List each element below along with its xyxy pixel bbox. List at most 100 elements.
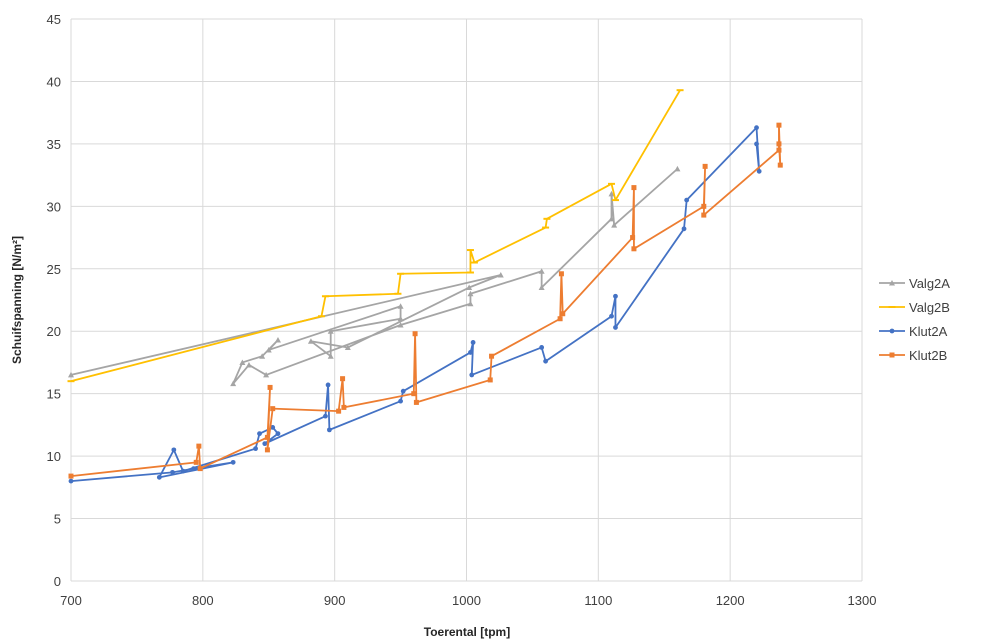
y-axis-title: Schuifspanning [N/m²]	[10, 236, 24, 364]
data-point-klut2b	[413, 399, 419, 405]
data-point-valg2a	[245, 361, 252, 368]
y-tick-label: 5	[54, 512, 61, 527]
data-point-klut2a	[684, 197, 690, 203]
legend-entry-klut2a: Klut2A	[879, 324, 948, 339]
data-point-klut2b	[68, 473, 74, 479]
legend-label: Klut2B	[909, 348, 947, 363]
data-point-valg2a	[608, 215, 615, 222]
series-line-valg2b	[70, 89, 681, 383]
data-point-klut2a	[681, 226, 687, 232]
data-point-klut2a	[323, 413, 328, 419]
legend-entry-valg2a: Valg2A	[879, 276, 950, 291]
series-klut2b	[68, 122, 783, 479]
data-point-valg2a	[467, 290, 474, 297]
x-axis-title: Toerental [tpm]	[424, 625, 510, 639]
data-point-klut2a	[275, 431, 281, 437]
x-tick-label: 900	[324, 593, 346, 608]
legend-label: Klut2A	[909, 324, 948, 339]
data-point-klut2b	[341, 404, 347, 410]
data-point-klut2a	[257, 431, 262, 437]
data-point-klut2b	[267, 384, 273, 390]
series-klut2a	[68, 125, 762, 484]
data-point-klut2b	[411, 391, 417, 397]
y-tick-label: 45	[47, 12, 61, 27]
data-point-valg2a	[538, 268, 545, 274]
data-point-valg2a	[608, 190, 615, 197]
data-point-klut2a	[262, 441, 268, 447]
data-point-valg2a	[611, 222, 618, 228]
data-point-valg2a	[497, 272, 504, 278]
data-point-klut2b	[776, 122, 782, 128]
data-point-valg2a	[344, 344, 351, 350]
data-point-klut2a	[170, 469, 175, 475]
data-point-valg2a	[397, 321, 404, 328]
x-tick-label: 1100	[584, 593, 612, 608]
series-valg2a	[68, 165, 681, 387]
data-point-klut2a	[754, 141, 759, 147]
data-point-valg2a	[239, 359, 246, 365]
series-valg2b	[67, 89, 684, 383]
legend: Valg2A Valg2B Klut2A Klut2B	[879, 276, 950, 363]
data-point-valg2a	[274, 336, 281, 343]
data-point-klut2b	[776, 147, 782, 153]
data-point-klut2a	[325, 382, 331, 388]
data-point-klut2b	[777, 162, 783, 168]
data-point-klut2a	[470, 340, 476, 345]
data-point-klut2a	[613, 293, 618, 299]
data-point-valg2a	[327, 328, 334, 334]
data-point-valg2a	[397, 303, 404, 309]
data-point-klut2b	[558, 271, 564, 277]
legend-marker	[889, 280, 895, 286]
data-point-valg2a	[259, 353, 266, 359]
legend-label: Valg2B	[909, 300, 950, 315]
plot-area	[67, 89, 783, 484]
y-tick-label: 20	[47, 324, 61, 339]
data-point-valg2a	[265, 346, 272, 353]
x-tick-label: 1300	[848, 593, 877, 608]
series-line-klut2b	[70, 124, 782, 477]
data-point-klut2a	[253, 446, 258, 452]
data-point-klut2b	[193, 459, 199, 465]
data-point-klut2a	[754, 125, 759, 131]
data-point-valg2a	[327, 353, 334, 359]
data-point-klut2b	[412, 331, 418, 337]
y-tick-label: 35	[47, 137, 61, 152]
data-point-klut2a	[171, 447, 177, 453]
data-point-valg2a	[307, 338, 314, 344]
data-point-klut2b	[270, 406, 276, 412]
data-point-klut2b	[487, 377, 493, 383]
data-point-klut2a	[400, 388, 406, 394]
legend-entry-valg2b: Valg2B	[879, 300, 950, 315]
y-tick-label: 30	[47, 199, 61, 214]
data-point-klut2a	[469, 372, 475, 378]
x-tick-label: 700	[60, 593, 82, 608]
data-point-klut2b	[340, 376, 346, 382]
data-point-valg2a	[263, 371, 270, 378]
x-tick-label: 1000	[452, 593, 481, 608]
data-point-klut2a	[326, 427, 332, 433]
data-point-valg2a	[466, 284, 473, 291]
data-point-klut2a	[270, 424, 276, 430]
legend-marker	[889, 328, 895, 334]
data-point-klut2b	[701, 203, 707, 209]
data-point-valg2a	[397, 315, 404, 322]
data-point-klut2b	[197, 466, 203, 472]
data-point-klut2b	[264, 447, 270, 453]
x-tick-label: 1200	[716, 593, 745, 608]
data-point-klut2a	[180, 468, 186, 474]
data-point-klut2a	[609, 313, 614, 319]
data-point-valg2a	[230, 380, 237, 387]
data-point-klut2b	[557, 316, 563, 322]
data-point-klut2b	[264, 434, 270, 440]
data-point-klut2b	[631, 185, 637, 191]
data-point-klut2b	[560, 311, 566, 317]
legend-marker	[889, 352, 895, 358]
data-point-klut2b	[336, 408, 342, 414]
y-tick-label: 25	[47, 262, 61, 277]
data-point-klut2a	[756, 168, 762, 174]
data-point-klut2a	[613, 325, 618, 330]
series-line-valg2a	[70, 168, 679, 385]
y-tick-label: 10	[47, 449, 61, 464]
data-point-valg2a	[538, 284, 545, 291]
data-point-klut2a	[230, 459, 236, 465]
